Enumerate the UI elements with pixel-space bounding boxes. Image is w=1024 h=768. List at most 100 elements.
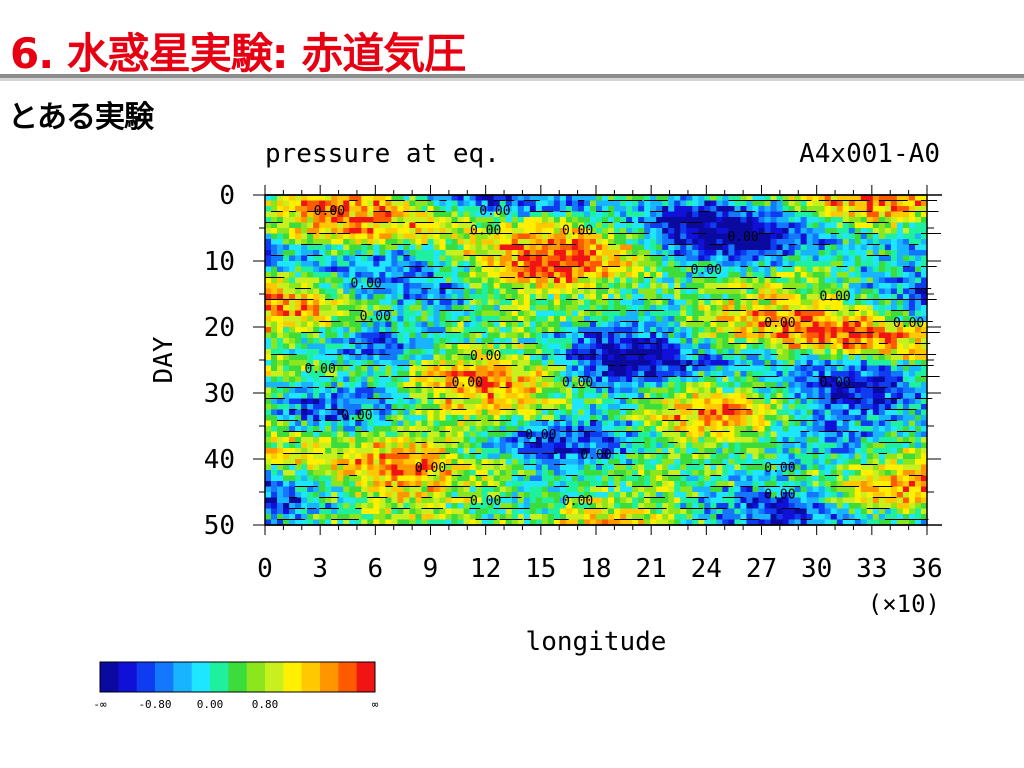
- field-cell: [517, 228, 525, 235]
- field-cell: [758, 376, 766, 383]
- field-cell: [277, 387, 284, 394]
- field-cell: [427, 338, 435, 345]
- field-cell: [439, 299, 447, 306]
- field-cell: [547, 195, 555, 202]
- field-cell: [487, 327, 495, 334]
- field-cell: [439, 415, 447, 422]
- field-cell: [662, 272, 669, 279]
- field-cell: [277, 283, 284, 290]
- field-cell: [313, 382, 320, 389]
- field-cell: [752, 332, 760, 339]
- field-cell: [349, 442, 356, 449]
- field-cell: [361, 376, 368, 383]
- field-cell: [710, 420, 717, 427]
- field-cell: [866, 332, 874, 339]
- field-cell: [878, 431, 886, 438]
- field-cell: [583, 382, 591, 389]
- field-cell: [668, 327, 675, 334]
- field-cell: [547, 327, 555, 334]
- field-cell: [349, 409, 356, 416]
- field-cell: [746, 327, 754, 334]
- field-cell: [451, 310, 459, 317]
- field-cell: [632, 288, 639, 295]
- field-cell: [547, 332, 555, 339]
- field-cell: [890, 250, 898, 257]
- field-cell: [602, 415, 609, 422]
- field-cell: [271, 233, 278, 240]
- field-cell: [824, 255, 832, 262]
- field-cell: [583, 239, 591, 246]
- field-cell: [776, 349, 784, 356]
- field-cell: [776, 228, 784, 235]
- field-cell: [277, 244, 284, 251]
- field-cell: [445, 321, 453, 328]
- field-cell: [409, 442, 417, 449]
- field-cell: [541, 371, 549, 378]
- field-cell: [475, 299, 483, 306]
- field-cell: [355, 310, 362, 317]
- field-cell: [824, 404, 832, 411]
- field-cell: [674, 365, 681, 372]
- field-cell: [277, 332, 284, 339]
- field-cell: [553, 327, 561, 334]
- field-cell: [283, 233, 290, 240]
- field-cell: [301, 277, 308, 284]
- field-cell: [896, 244, 904, 251]
- field-cell: [415, 233, 423, 240]
- field-cell: [734, 200, 742, 207]
- field-cell: [734, 382, 742, 389]
- field-cell: [920, 415, 928, 422]
- field-cell: [409, 222, 417, 229]
- field-cell: [854, 365, 862, 372]
- field-cell: [391, 211, 398, 218]
- field-cell: [583, 266, 591, 273]
- field-cell: [734, 310, 742, 317]
- field-cell: [505, 244, 513, 251]
- field-cell: [884, 404, 892, 411]
- field-cell: [686, 244, 693, 251]
- field-cell: [445, 409, 453, 416]
- field-cell: [319, 387, 326, 394]
- field-cell: [289, 354, 296, 361]
- field-cell: [307, 294, 314, 301]
- field-cell: [415, 200, 423, 207]
- field-cell: [493, 200, 501, 207]
- field-cell: [397, 442, 405, 449]
- field-cell: [577, 239, 585, 246]
- field-cell: [782, 233, 790, 240]
- field-cell: [295, 332, 302, 339]
- field-cell: [854, 206, 862, 213]
- field-cell: [710, 206, 717, 213]
- field-cell: [758, 222, 766, 229]
- field-cell: [656, 266, 663, 273]
- field-cell: [614, 272, 621, 279]
- field-cell: [367, 371, 374, 378]
- field-cell: [343, 354, 350, 361]
- field-cell: [728, 349, 736, 356]
- field-cell: [457, 310, 465, 317]
- field-cell: [698, 332, 705, 339]
- field-cell: [505, 283, 513, 290]
- field-cell: [752, 288, 760, 295]
- field-cell: [469, 415, 477, 422]
- field-cell: [704, 277, 711, 284]
- field-cell: [614, 244, 621, 251]
- field-cell: [487, 415, 495, 422]
- field-cell: [433, 332, 441, 339]
- field-cell: [638, 437, 645, 444]
- field-cell: [662, 387, 669, 394]
- field-cell: [583, 365, 591, 372]
- field-cell: [517, 321, 525, 328]
- field-cell: [523, 393, 531, 400]
- field-cell: [457, 250, 465, 257]
- field-cell: [632, 393, 639, 400]
- field-cell: [571, 233, 579, 240]
- field-cell: [638, 283, 645, 290]
- field-cell: [385, 365, 392, 372]
- field-cell: [620, 382, 627, 389]
- field-cell: [385, 338, 392, 345]
- field-cell: [271, 316, 278, 323]
- field-cell: [644, 360, 651, 367]
- field-cell: [325, 404, 332, 411]
- field-cell: [559, 228, 567, 235]
